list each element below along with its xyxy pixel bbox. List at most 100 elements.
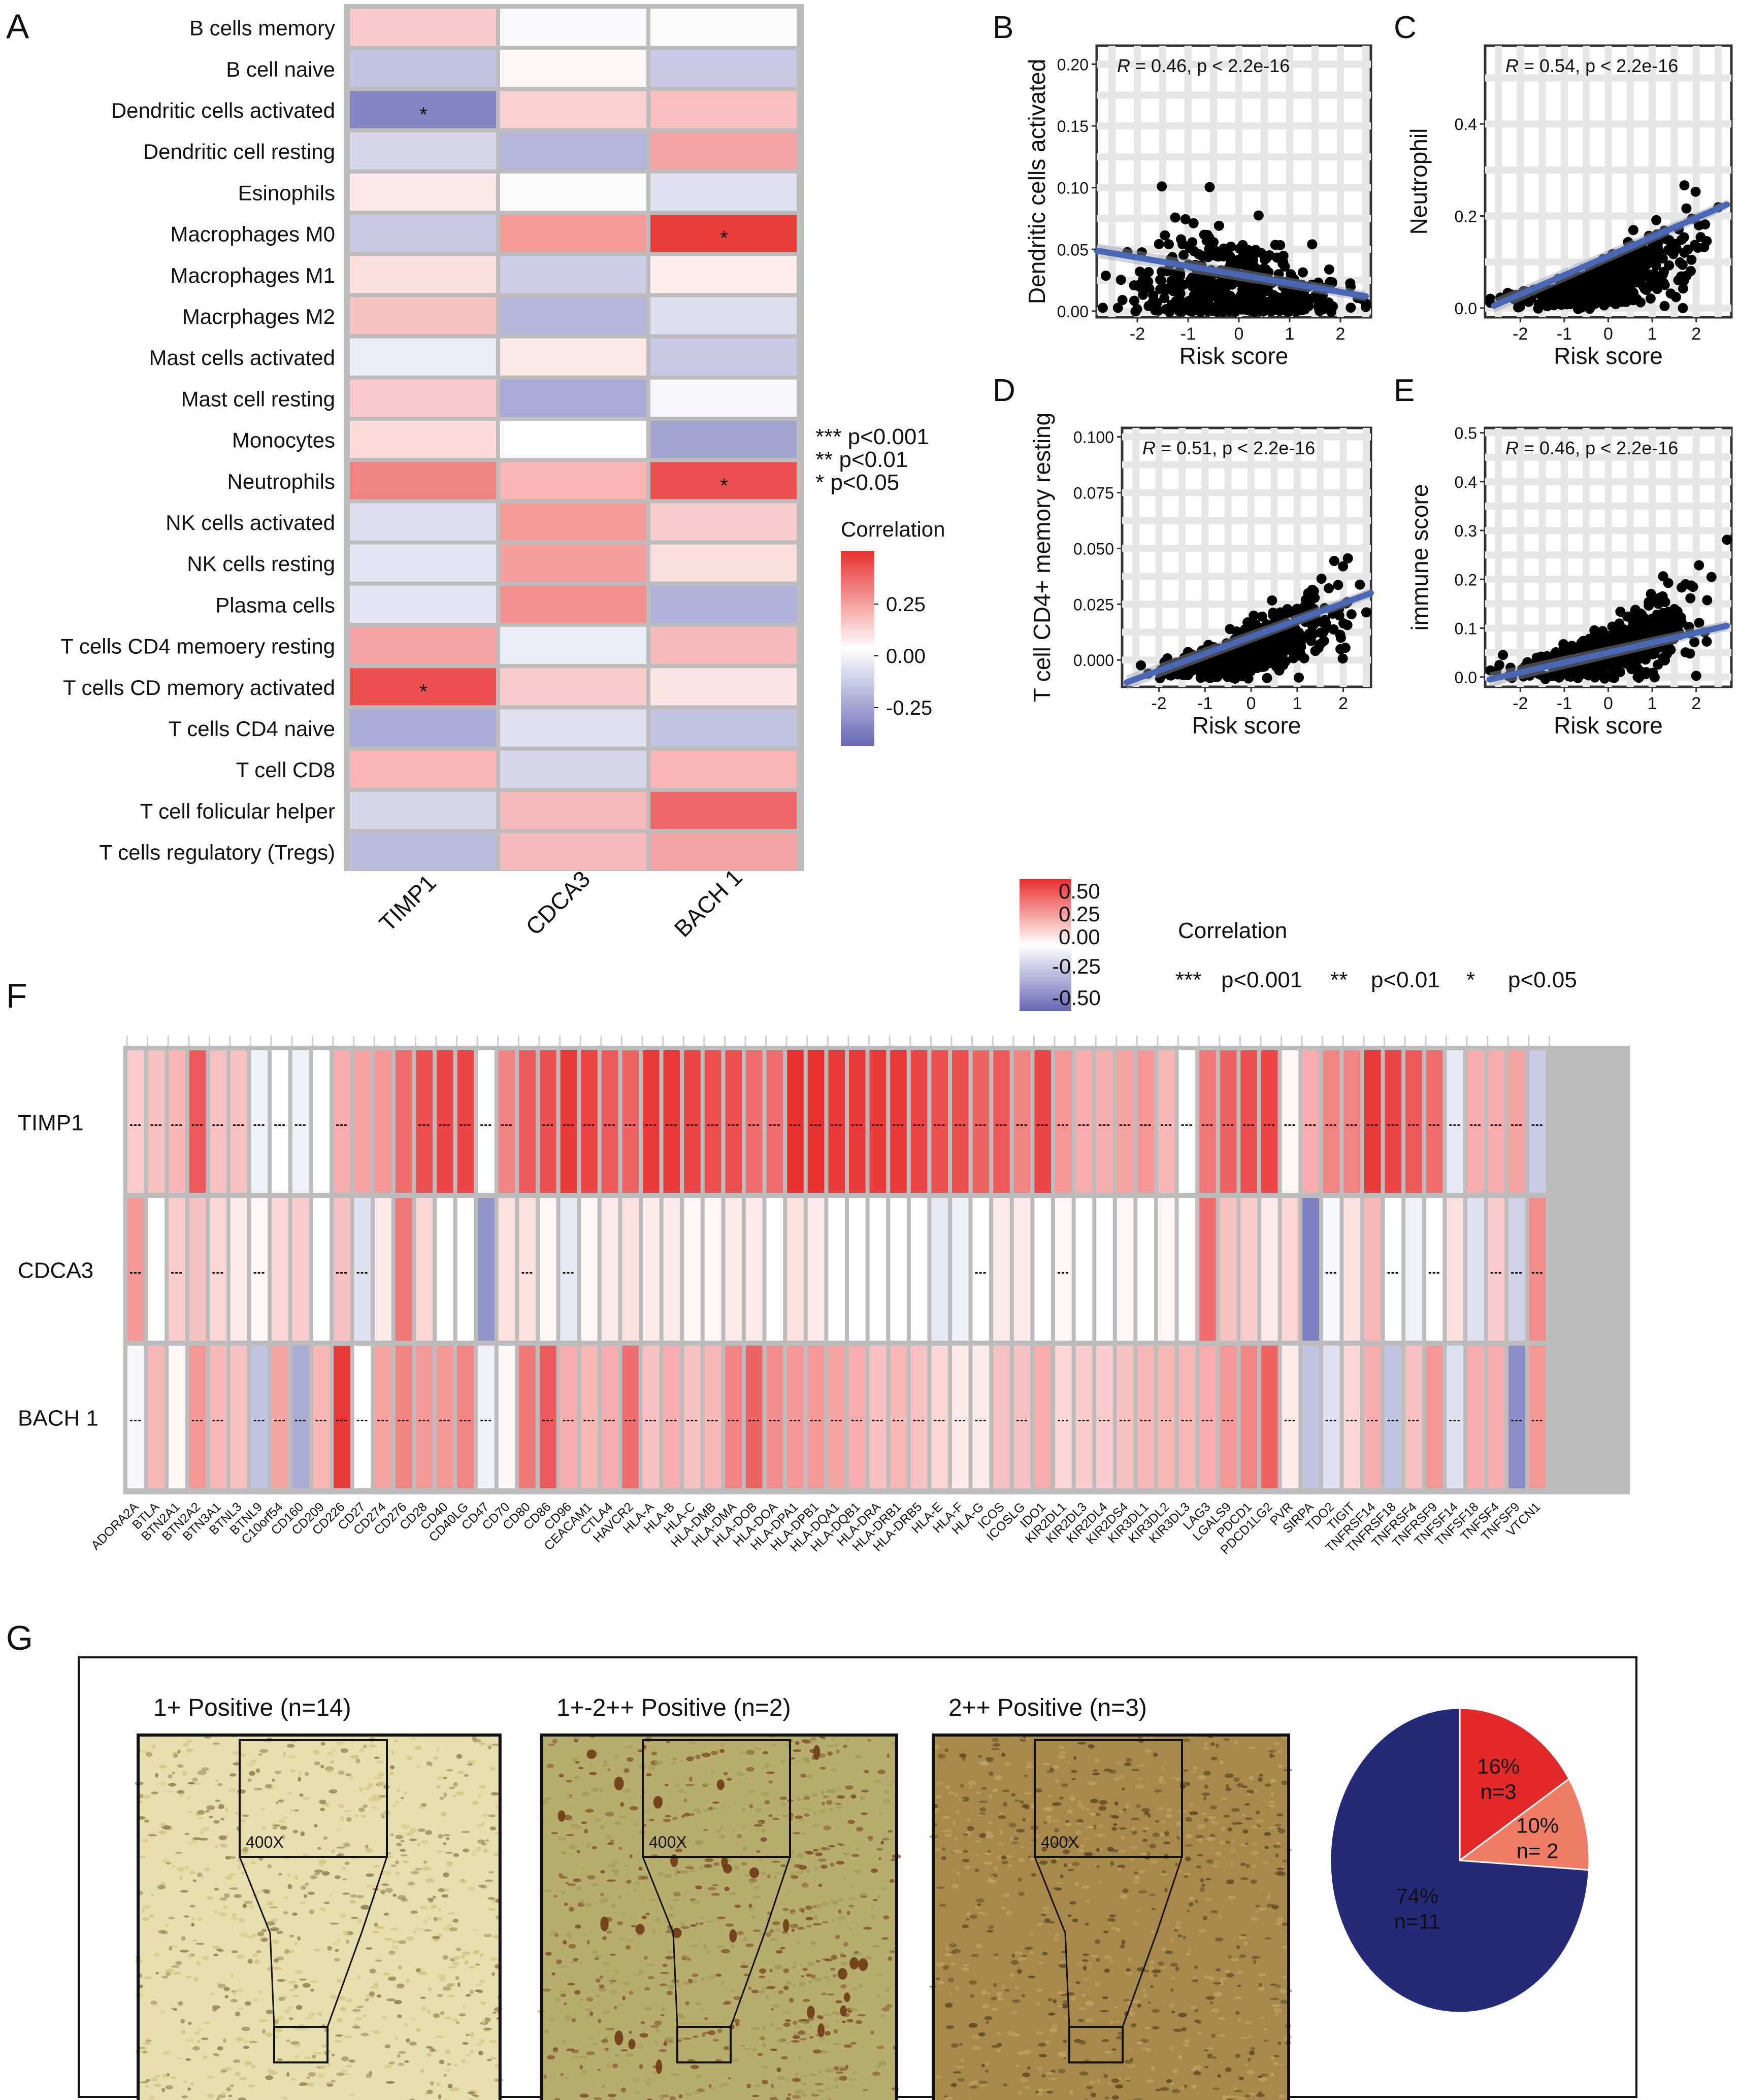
cell-texture	[237, 1865, 241, 1870]
cell-texture	[836, 1860, 845, 1865]
cell-texture	[275, 2027, 283, 2032]
cell-texture	[819, 1810, 827, 1813]
heat-cell	[1364, 1050, 1381, 1193]
cell-texture	[235, 2071, 241, 2077]
cell-texture	[182, 1771, 187, 1776]
heat-cell	[1240, 1050, 1257, 1193]
heat-cell	[500, 379, 646, 417]
cell-texture	[272, 1824, 281, 1827]
cell-texture	[834, 1806, 844, 1809]
cell-texture	[797, 1926, 805, 1930]
scatter-point	[1204, 232, 1215, 243]
heat-cell	[1467, 1198, 1484, 1341]
cell-texture	[218, 1804, 224, 1809]
stat-rest: = 0.46, p < 2.2e-16	[1130, 55, 1290, 76]
scatter-point	[1238, 284, 1249, 294]
cell-texture	[663, 2041, 668, 2046]
x-tick-label: -2	[1130, 324, 1145, 344]
cell-texture	[435, 2036, 444, 2038]
cell-texture	[312, 2054, 316, 2059]
scatter-point	[1147, 297, 1158, 308]
cell-texture	[299, 2082, 308, 2086]
scatter-point	[1584, 286, 1595, 297]
cell-texture	[748, 1904, 752, 1908]
cell-texture	[993, 1743, 1001, 1747]
cell-texture	[219, 1843, 226, 1847]
cell-texture	[1164, 1950, 1173, 1954]
micrograph	[933, 1735, 1289, 2100]
cell-texture	[1267, 1804, 1275, 1808]
scatter-point	[1515, 302, 1525, 312]
cell-texture	[368, 1782, 374, 1787]
cell-texture	[647, 1765, 655, 1771]
cell-texture	[546, 1763, 554, 1768]
cell-texture	[490, 1792, 500, 1796]
cell-texture	[791, 2040, 800, 2043]
cell-texture	[1037, 1962, 1044, 1964]
scatter-point	[1677, 235, 1687, 245]
cell-texture	[397, 2014, 402, 2019]
cell-texture	[320, 1742, 325, 1746]
cell-texture	[573, 1958, 579, 1961]
heat-cell	[350, 503, 496, 541]
cell-texture	[562, 2039, 566, 2044]
cell-texture	[662, 1963, 668, 1968]
cell-texture	[473, 1950, 480, 1954]
cell-texture	[640, 2021, 645, 2025]
cell-texture	[857, 2014, 866, 2017]
cell-texture	[715, 1973, 721, 1977]
cell-texture	[806, 1925, 812, 1928]
cell-texture	[854, 1754, 863, 1759]
cell-texture	[885, 1784, 893, 1786]
cell-texture	[1076, 1819, 1084, 1823]
cell-texture	[365, 1998, 369, 2002]
cell-texture	[1076, 1822, 1081, 1825]
cell-texture	[155, 1972, 159, 1975]
cell-texture	[377, 1781, 386, 1786]
cell-texture	[267, 1921, 276, 1926]
heat-cell	[457, 1198, 474, 1341]
cell-texture	[878, 1811, 884, 1815]
cell-texture	[195, 1943, 204, 1945]
cell-texture	[1171, 2088, 1180, 2093]
cell-texture	[823, 1825, 832, 1830]
cell-texture	[792, 2078, 801, 2082]
x-tick-label: 2	[1338, 694, 1348, 713]
cell-texture	[713, 1862, 720, 1866]
cell-texture	[289, 1935, 294, 1938]
cell-texture	[614, 2006, 617, 2010]
cell-texture	[397, 2062, 405, 2066]
heat-cell	[395, 1050, 412, 1193]
cell-texture	[310, 1988, 314, 1992]
cell-texture	[1133, 1880, 1139, 1884]
cell-texture	[337, 1938, 341, 1943]
cell-texture	[206, 2076, 215, 2079]
cell-texture	[442, 1842, 447, 1845]
cell-texture	[442, 1986, 451, 1991]
heat-cell	[1323, 1050, 1340, 1193]
cell-texture	[761, 1871, 767, 1876]
heat-cell	[1075, 1050, 1093, 1193]
heat-cell	[313, 1198, 330, 1341]
cell-texture	[831, 1954, 838, 1960]
cell-texture	[205, 1810, 210, 1813]
cell-texture	[191, 1777, 198, 1782]
stat-r: R	[1505, 55, 1519, 76]
scatter-point	[1265, 658, 1275, 669]
heat-cell	[931, 1198, 948, 1341]
cell-texture	[220, 1817, 225, 1821]
cell-texture	[414, 1746, 421, 1750]
panel-letter-g: G	[6, 1619, 33, 1657]
heat-cell	[746, 1050, 763, 1193]
cell-texture	[582, 1933, 587, 1937]
cell-texture	[342, 1930, 349, 1936]
heat-cell	[601, 1346, 618, 1488]
cell-texture	[643, 1810, 651, 1813]
cell-texture	[273, 1958, 279, 1962]
scatter-point	[1324, 264, 1334, 275]
cell-texture	[746, 2083, 751, 2089]
heat-cell	[251, 1050, 268, 1193]
cell-texture	[850, 2042, 857, 2045]
cell-texture	[762, 2080, 768, 2085]
cell-texture	[633, 2078, 639, 2083]
